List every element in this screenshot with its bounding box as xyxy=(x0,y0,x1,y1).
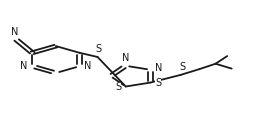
Text: N: N xyxy=(155,63,162,73)
Text: N: N xyxy=(84,61,92,71)
Text: N: N xyxy=(11,27,18,37)
Text: S: S xyxy=(179,62,185,72)
Text: N: N xyxy=(122,53,129,63)
Text: S: S xyxy=(155,78,161,88)
Text: S: S xyxy=(96,44,102,54)
Text: N: N xyxy=(20,61,28,71)
Text: S: S xyxy=(115,82,121,92)
